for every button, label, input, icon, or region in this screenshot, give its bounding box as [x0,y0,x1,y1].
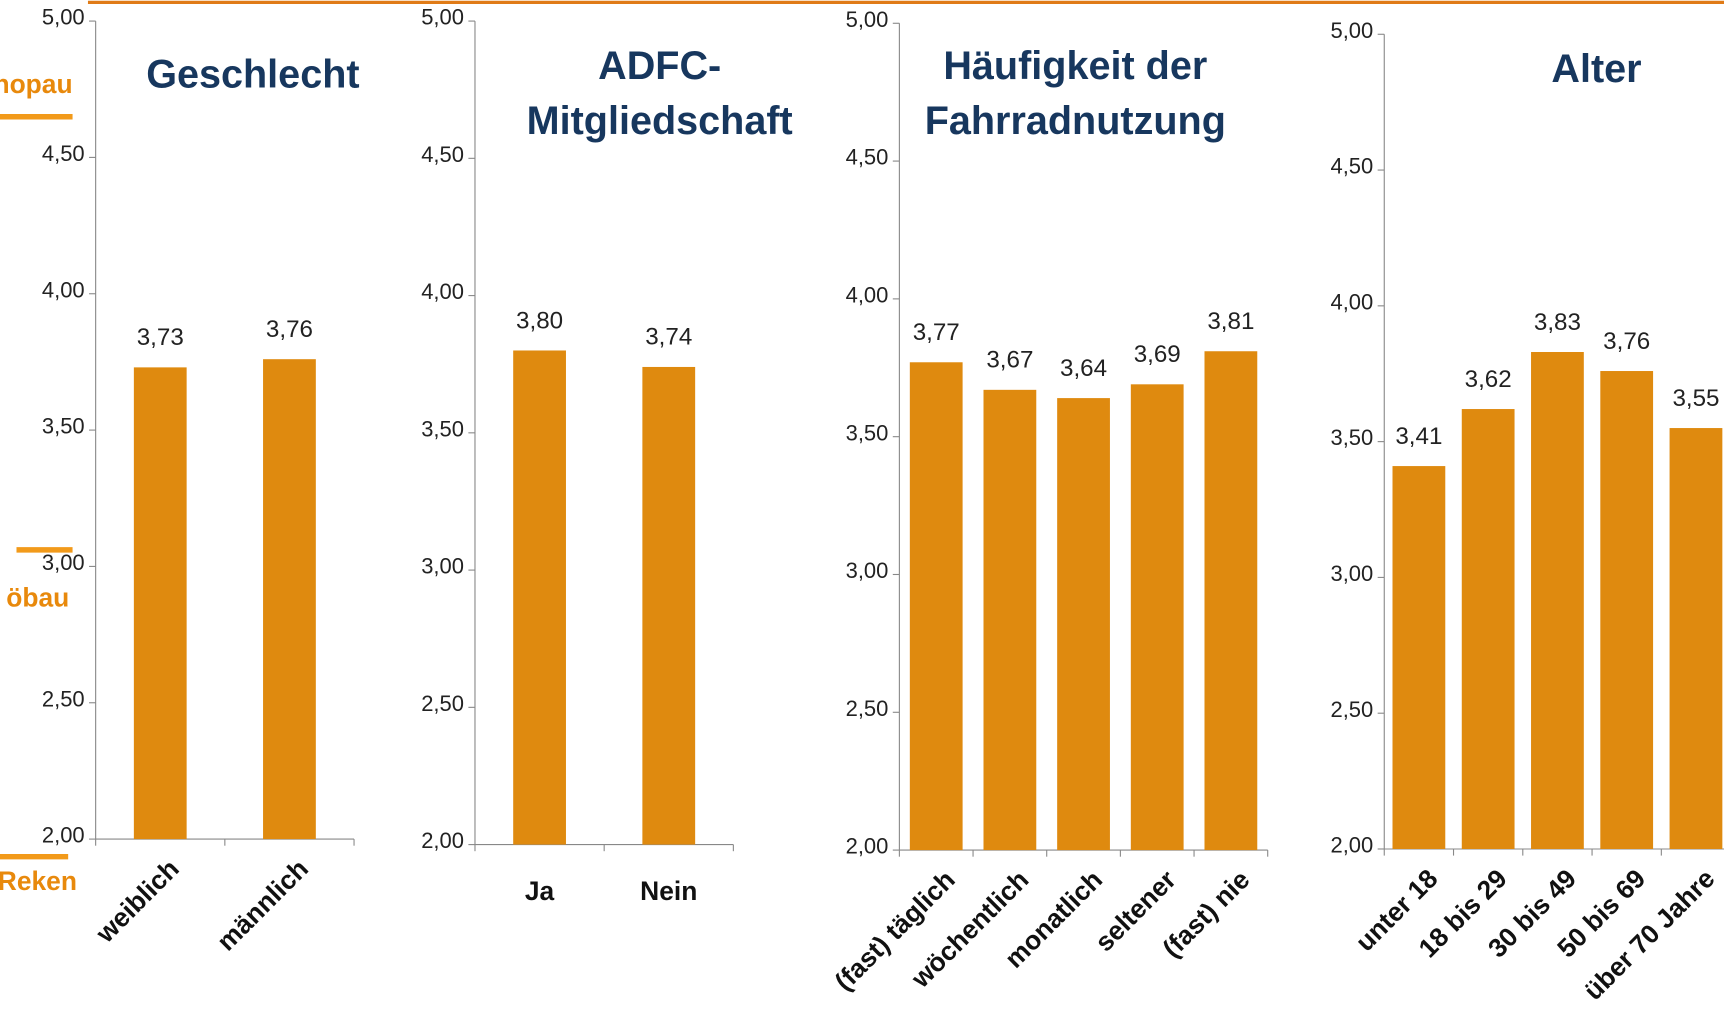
x-tick-label: weiblich [89,853,185,949]
y-tick-label: 3,50 [1330,425,1373,450]
bar [909,362,963,851]
y-tick-label: 2,50 [846,696,889,721]
bar [1204,351,1258,851]
bar [513,350,566,845]
y-tick-label: 2,00 [421,828,464,853]
value-label: 3,77 [913,319,960,346]
chart-title: Geschlecht [146,53,359,97]
y-tick-label: 3,00 [421,554,464,579]
value-label: 3,74 [645,324,692,351]
bar [1531,352,1584,849]
value-label: 3,67 [986,347,1033,374]
x-tick-label: Nein [640,876,697,906]
y-tick-label: 3,50 [421,416,464,441]
bar [1600,371,1654,849]
y-tick-label: 2,00 [1330,833,1373,858]
x-tick-label: Ja [525,876,555,906]
y-tick-label: 4,00 [846,282,889,307]
y-tick-label: 3,50 [42,414,85,439]
y-tick-label: 4,00 [42,277,85,302]
bar [1461,409,1515,849]
y-tick-label: 3,00 [1330,561,1373,586]
value-label: 3,69 [1134,341,1181,368]
bar [263,359,316,840]
value-label: 3,80 [516,307,563,334]
value-label: 3,83 [1534,309,1581,336]
value-label: 3,64 [1060,355,1107,382]
y-tick-label: 4,00 [1330,289,1373,314]
bar [1669,428,1723,849]
chart-title: Fahrradnutzung [925,99,1226,143]
bar [133,367,187,840]
value-label: 3,62 [1465,366,1512,393]
value-label: 3,41 [1395,423,1442,450]
bar [642,366,696,845]
y-tick-label: 5,00 [42,5,85,30]
bar [1392,466,1446,849]
y-tick-label: 3,50 [846,420,889,445]
annotation: chopau [0,69,73,99]
bar [983,389,1037,851]
y-tick-label: 2,50 [1330,697,1373,722]
x-tick-label: männlich [211,853,314,956]
y-tick-label: 4,50 [42,141,85,166]
value-label: 3,81 [1207,308,1254,335]
chart-title: Mitgliedschaft [527,99,793,143]
y-tick-label: 5,00 [421,5,464,30]
y-tick-label: 2,50 [421,691,464,716]
bar [1130,384,1184,851]
y-tick-label: 2,50 [42,686,85,711]
y-tick-label: 3,00 [846,558,889,583]
annotation: Reken [0,866,77,896]
value-label: 3,76 [1603,328,1650,355]
chart-title: ADFC- [598,44,721,88]
y-tick-label: 4,50 [421,142,464,167]
y-tick-label: 2,00 [42,823,85,848]
value-label: 3,55 [1672,385,1719,412]
annotation: öbau [6,582,69,612]
y-tick-label: 4,00 [421,279,464,304]
value-label: 3,76 [266,316,313,343]
y-tick-label: 5,00 [846,7,889,32]
y-tick-label: 2,00 [846,834,889,859]
chart-title: Alter [1551,47,1641,91]
y-tick-label: 5,00 [1330,18,1373,43]
y-tick-label: 4,50 [846,145,889,170]
value-label: 3,73 [137,324,184,351]
y-tick-label: 3,00 [42,550,85,575]
bar [1057,398,1110,851]
y-tick-label: 4,50 [1330,154,1373,179]
chart-title: Häufigkeit der [943,44,1207,88]
